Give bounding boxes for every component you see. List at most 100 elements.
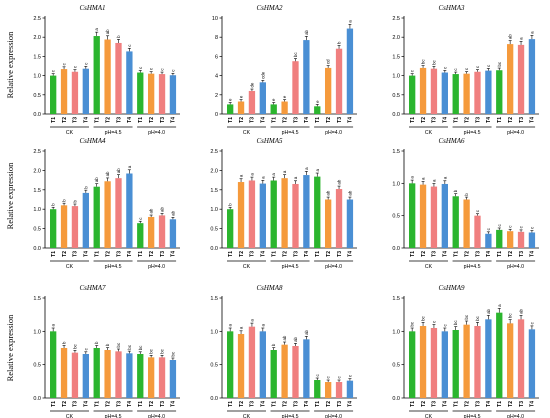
bar: [409, 331, 416, 398]
significance-label: a: [51, 324, 56, 327]
bar: [259, 331, 266, 398]
x-tick-label: T3: [160, 117, 166, 123]
significance-label: a: [497, 304, 502, 307]
bar: [528, 39, 536, 115]
x-tick-label: T1: [138, 401, 144, 407]
bar: [137, 354, 144, 398]
significance-label: ab: [149, 208, 154, 213]
x-tick-label: T1: [315, 117, 321, 123]
bar: [158, 215, 166, 248]
x-tick-label: T4: [443, 117, 449, 123]
x-tick-label: T3: [250, 401, 256, 407]
group-label: pH=4.0: [148, 130, 165, 136]
x-tick-label: T1: [454, 251, 460, 257]
x-tick-label: T1: [315, 401, 321, 407]
x-tick-label: T3: [337, 251, 343, 257]
significance-label: bc: [116, 342, 121, 347]
significance-label: de: [249, 82, 254, 87]
x-tick-label: T4: [486, 251, 492, 257]
x-tick-label: T2: [282, 251, 288, 257]
significance-label: c: [170, 69, 175, 72]
bar: [324, 67, 332, 114]
x-tick-label: T4: [530, 117, 536, 123]
significance-label: bc: [293, 52, 298, 57]
x-tick-label: T1: [454, 401, 460, 407]
bar: [104, 350, 111, 398]
significance-label: c: [475, 209, 480, 212]
bar: [93, 186, 100, 248]
significance-label: ab: [337, 179, 342, 184]
x-tick-label: T4: [304, 251, 310, 257]
bar: [126, 173, 133, 248]
x-tick-label: T4: [127, 117, 133, 123]
significance-label: ab: [94, 177, 99, 182]
bar: [528, 329, 536, 398]
x-tick-label: T4: [530, 401, 536, 407]
bar: [452, 196, 459, 248]
x-tick-label: T4: [261, 401, 267, 407]
bar: [60, 69, 68, 114]
significance-label: b: [94, 341, 99, 344]
bar: [324, 199, 332, 248]
significance-label: e: [239, 95, 244, 98]
group-label: pH=4.0: [325, 264, 342, 270]
x-tick-label: T2: [62, 251, 68, 257]
y-tick-label: 2.0: [33, 35, 41, 41]
significance-label: bc: [72, 343, 77, 348]
x-tick-label: T4: [348, 251, 354, 257]
x-tick-label: T1: [228, 117, 234, 123]
group-label: CK: [243, 264, 251, 270]
chart-title: CsHMA8: [256, 284, 283, 292]
y-tick-label: 0.0: [392, 112, 400, 118]
x-tick-label: T4: [261, 117, 267, 123]
chart-panel-CsHMA9: CsHMA9 0.0 0.5 1.0 1.5 bc T1 bc T2 c T3 c T4 bc T1 bc T2…: [392, 284, 539, 418]
bar: [169, 360, 177, 398]
bar: [528, 232, 536, 248]
bar: [292, 61, 299, 114]
significance-label: ab: [160, 207, 165, 212]
bar: [281, 344, 288, 398]
bar: [169, 219, 177, 248]
bar: [485, 319, 492, 398]
x-tick-label: T1: [272, 117, 278, 123]
significance-label: c: [347, 374, 352, 377]
bar: [115, 178, 122, 248]
y-tick-label: 6: [215, 54, 218, 60]
x-tick-label: T4: [486, 117, 492, 123]
significance-label: b: [464, 193, 469, 196]
chart-panel-CsHMA7: CsHMA7 0.0 0.5 1.0 1.5 a T1 b T2 bc T3 c T4 b T1 b T2 bc T…: [33, 284, 180, 418]
significance-label: a: [293, 176, 298, 179]
x-tick-label: T1: [315, 251, 321, 257]
significance-label: bc: [464, 314, 469, 319]
y-tick-label: 0.5: [392, 93, 400, 99]
y-tick-label: 0.0: [210, 396, 218, 402]
significance-label: c: [138, 217, 143, 220]
x-tick-label: T2: [62, 117, 68, 123]
bar: [409, 75, 416, 114]
y-tick-label: 1.5: [392, 149, 400, 155]
significance-label: bc: [508, 313, 513, 318]
significance-label: c: [464, 67, 469, 70]
significance-label: b: [62, 199, 67, 202]
bar: [346, 28, 354, 115]
bar: [126, 353, 133, 398]
x-tick-label: T2: [326, 117, 332, 123]
significance-label: bc: [421, 59, 426, 64]
y-axis-label: Relative expression: [5, 31, 15, 99]
significance-label: ab: [519, 308, 524, 313]
significance-label: ab: [282, 335, 287, 340]
y-tick-label: 0.0: [210, 246, 218, 252]
bar: [259, 82, 266, 114]
y-tick-label: 1.5: [210, 296, 218, 302]
x-tick-label: T4: [171, 117, 177, 123]
bar: [93, 36, 100, 114]
x-tick-label: T3: [116, 251, 122, 257]
group-label: pH=4.5: [282, 264, 299, 270]
significance-label: a: [421, 177, 426, 180]
bar: [335, 189, 343, 248]
bar: [324, 382, 332, 398]
significance-label: c: [529, 321, 534, 324]
x-tick-label: T2: [105, 251, 111, 257]
significance-label: c: [315, 374, 320, 377]
bar: [463, 73, 470, 114]
